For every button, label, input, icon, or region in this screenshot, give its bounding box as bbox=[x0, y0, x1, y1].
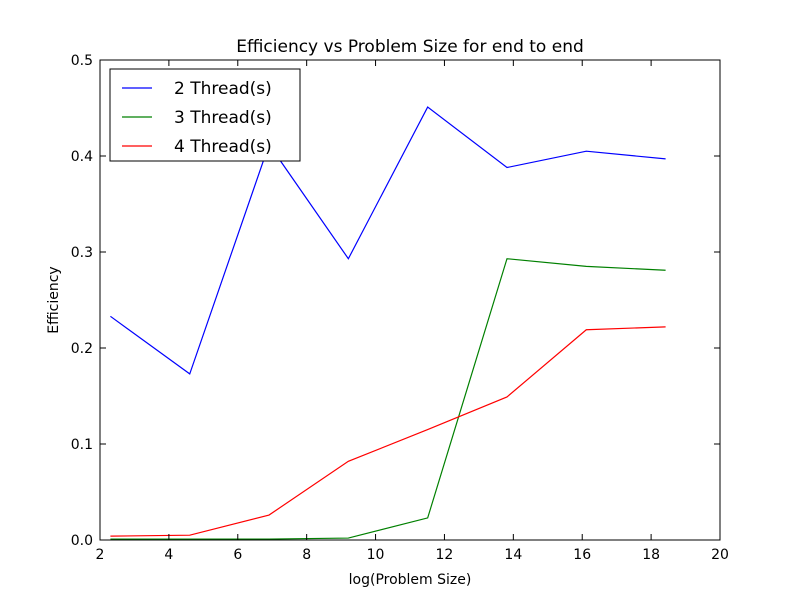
legend: 2 Thread(s) 3 Thread(s) 4 Thread(s) bbox=[109, 68, 301, 162]
x-tick-label: 2 bbox=[96, 547, 105, 563]
x-tick-label: 12 bbox=[436, 547, 454, 563]
legend-label-4-threads: 4 Thread(s) bbox=[174, 137, 272, 157]
x-tick-label: 6 bbox=[233, 547, 242, 563]
series-line-4-threads bbox=[110, 326, 666, 537]
plot-frame bbox=[99, 59, 721, 541]
x-axis-label: log(Problem Size) bbox=[349, 572, 472, 588]
x-tick-label: 8 bbox=[302, 547, 311, 563]
series-line-3-threads bbox=[110, 258, 666, 540]
y-tick-label: 0.4 bbox=[71, 149, 93, 165]
legend-label-3-threads: 3 Thread(s) bbox=[174, 108, 272, 128]
y-tick-label: 0.0 bbox=[71, 533, 93, 549]
series-layer bbox=[110, 106, 666, 540]
x-tick-label: 14 bbox=[504, 547, 522, 563]
y-tick-label: 0.5 bbox=[71, 53, 93, 69]
x-tick-label: 4 bbox=[164, 547, 173, 563]
x-tick-label: 20 bbox=[711, 547, 729, 563]
y-tick-label: 0.3 bbox=[71, 245, 93, 261]
y-tick-label: 0.2 bbox=[71, 341, 93, 357]
ticks-layer: 2 4 6 8 10 12 14 16 18 20 0.0 0.1 0.2 0.3 0.4 0.5 bbox=[71, 53, 729, 563]
x-tick-label: 10 bbox=[367, 547, 385, 563]
series-line-2-threads bbox=[110, 106, 666, 375]
x-tick-label: 18 bbox=[642, 547, 660, 563]
y-axis-label: Efficiency bbox=[46, 266, 62, 333]
legend-label-2-threads: 2 Thread(s) bbox=[174, 79, 272, 99]
chart-title: Efficiency vs Problem Size for end to en… bbox=[236, 37, 584, 57]
y-tick-label: 0.1 bbox=[71, 437, 93, 453]
x-tick-label: 16 bbox=[573, 547, 591, 563]
